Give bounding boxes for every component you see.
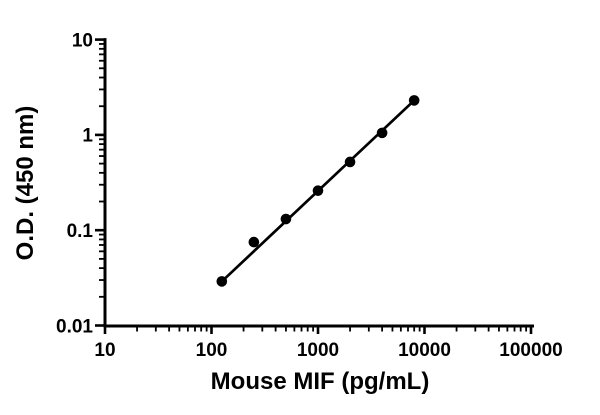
tick-label-layer: 10 100 1000 10000 100000 10 1 0.1 0.01 <box>56 30 563 361</box>
data-point <box>248 236 260 248</box>
data-point <box>312 185 324 196</box>
axis-layer <box>103 38 534 328</box>
data-point <box>408 95 420 106</box>
x-tick-label: 100000 <box>499 340 562 361</box>
data-point <box>280 213 292 225</box>
tick-layer <box>95 38 533 334</box>
x-tick-label: 10000 <box>398 340 451 361</box>
y-tick-label: 10 <box>72 30 93 51</box>
y-tick-label: 0.1 <box>67 221 94 242</box>
y-tick-label: 1 <box>82 126 93 147</box>
y-tick-label: 0.01 <box>56 316 93 337</box>
data-point <box>216 276 228 287</box>
x-tick-label: 1000 <box>297 340 339 361</box>
x-tick-label: 10 <box>94 340 115 361</box>
series-layer <box>216 95 420 287</box>
data-point <box>344 156 356 168</box>
data-point <box>376 127 388 139</box>
y-axis-title: O.D. (450 nm) <box>12 106 39 261</box>
x-axis-title: Mouse MIF (pg/mL) <box>211 368 430 395</box>
x-tick-label: 100 <box>196 340 228 361</box>
